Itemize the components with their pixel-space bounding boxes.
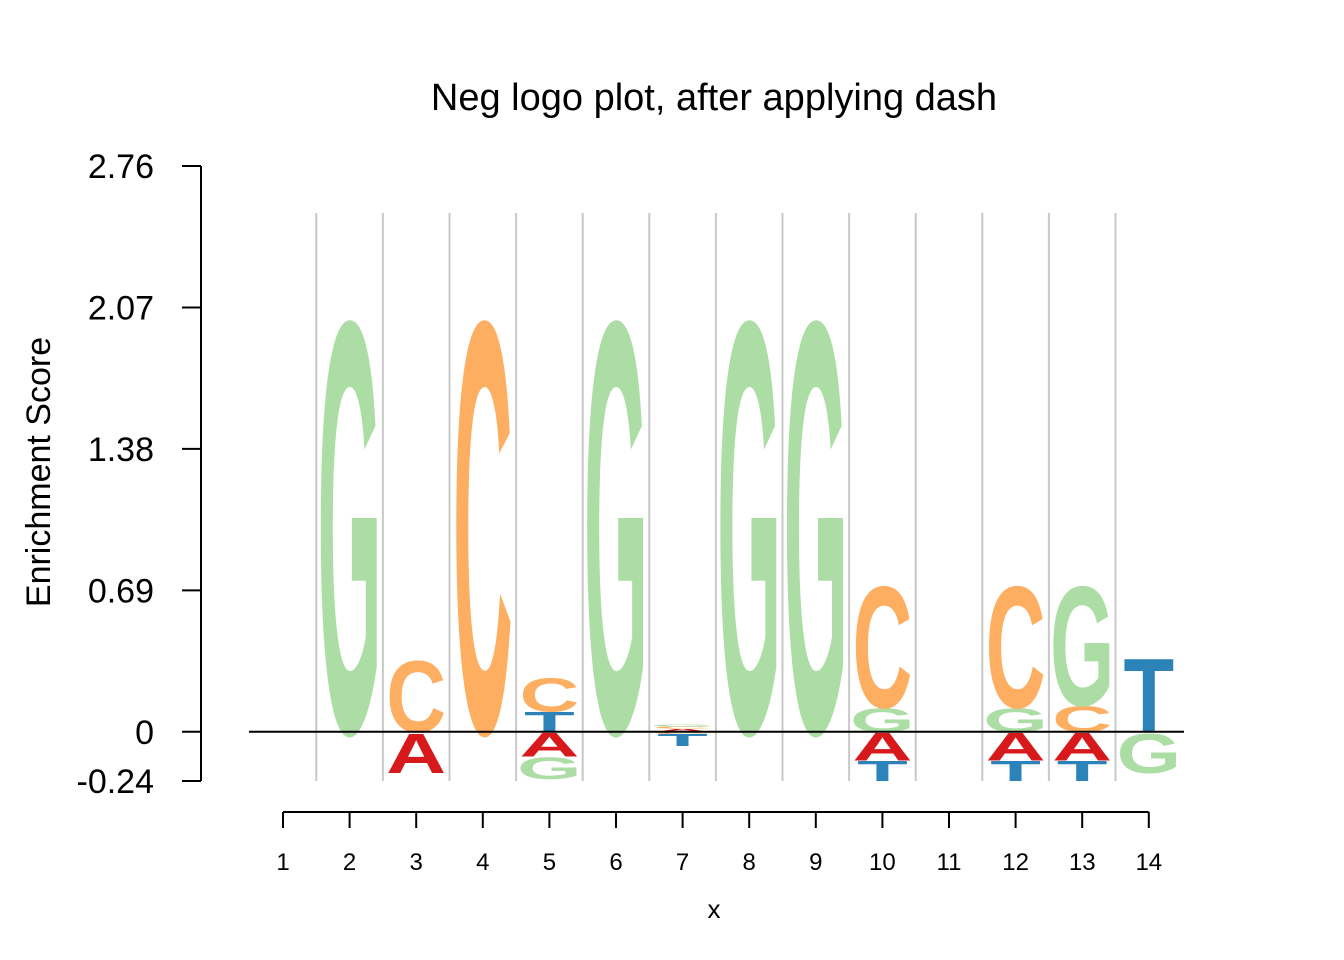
svg-text:A: A [653, 728, 713, 733]
logo-letter-T: T [990, 756, 1041, 788]
logo-letter-C: C [986, 550, 1046, 744]
y-axis-label: Enrichment Score [20, 337, 58, 607]
svg-text:G: G [1050, 551, 1114, 742]
x-axis: 1 2 3 4 5 6 7 8 9 10 11 12 13 14 [276, 811, 1162, 876]
logo-letter-G: G [584, 200, 648, 858]
logo-letter-A: A [386, 722, 446, 785]
x-tick-label: 14 [1135, 849, 1162, 876]
svg-text:G: G [584, 200, 648, 858]
y-tick-label: 0 [135, 714, 154, 752]
x-tick-label: 10 [869, 849, 896, 876]
logo-letter-G: G [650, 724, 714, 727]
svg-text:C: C [519, 668, 579, 722]
x-tick-label: 6 [609, 849, 622, 876]
x-tick-label: 2 [343, 849, 356, 876]
svg-text:C: C [453, 200, 513, 858]
logo-letter-G: G [1050, 551, 1114, 742]
chart-title: Neg logo plot, after applying dash [431, 77, 997, 119]
logo-letter-C: C [653, 726, 713, 729]
logo-letter-C: C [653, 731, 713, 734]
logo-letter-G: G [784, 200, 848, 858]
x-tick-label: 8 [743, 849, 756, 876]
logo-letter-T: T [1123, 637, 1174, 755]
logo-letter-C: C [386, 639, 446, 753]
svg-text:C: C [852, 550, 912, 744]
svg-text:T: T [657, 731, 708, 750]
logo-letter-G: G [517, 751, 581, 786]
y-tick-label: 1.38 [88, 431, 154, 469]
svg-text:G: G [850, 702, 914, 740]
x-tick-label: 1 [276, 849, 289, 876]
svg-text:C: C [653, 726, 713, 729]
logo-letter-C: C [1052, 698, 1112, 740]
y-tick-label: 2.76 [88, 148, 154, 186]
svg-text:A: A [386, 722, 446, 785]
x-tick-label: 5 [543, 849, 556, 876]
logo-letter-G: G [850, 702, 914, 740]
logo-letter-G: G [983, 702, 1047, 740]
svg-text:G: G [1117, 722, 1181, 785]
svg-text:T: T [1057, 756, 1108, 788]
svg-text:G: G [317, 200, 381, 858]
separator-lines [315, 213, 1117, 781]
logo-letter-T: T [524, 707, 575, 739]
logo-letter-G: G [1117, 722, 1181, 785]
logo-letter-G: G [317, 200, 381, 858]
x-axis-label: x [708, 894, 721, 924]
svg-text:G: G [650, 724, 714, 727]
x-tick-label: 11 [937, 849, 962, 876]
svg-text:C: C [986, 550, 1046, 744]
svg-text:C: C [653, 731, 713, 734]
x-tick-label: 3 [410, 849, 423, 876]
logo-letter-G: G [717, 200, 781, 858]
y-tick-label: -0.24 [77, 763, 155, 801]
y-tick-label: 0.69 [88, 572, 154, 610]
svg-text:C: C [1052, 698, 1112, 740]
svg-text:G: G [717, 200, 781, 858]
svg-text:C: C [386, 639, 446, 753]
logo-letter-C: C [852, 550, 912, 744]
svg-text:T: T [1123, 637, 1174, 755]
svg-text:T: T [857, 756, 908, 788]
logo-letter-A: A [653, 728, 713, 733]
logo-letter-T: T [857, 756, 908, 788]
x-tick-label: 4 [476, 849, 489, 876]
svg-text:G: G [517, 751, 581, 786]
svg-text:G: G [784, 200, 848, 858]
x-tick-label: 9 [809, 849, 822, 876]
x-tick-label: 7 [676, 849, 689, 876]
logo-letter-C: C [453, 200, 513, 858]
svg-text:G: G [983, 702, 1047, 740]
y-axis: 2.76 2.07 1.38 0.69 0 -0.24 [77, 148, 202, 801]
y-tick-label: 2.07 [88, 289, 154, 327]
logo-letter-T: T [1057, 756, 1108, 788]
svg-text:T: T [524, 707, 575, 739]
x-tick-label: 13 [1069, 849, 1096, 876]
logo-letter-T: T [657, 731, 708, 750]
x-tick-label: 12 [1002, 849, 1029, 876]
logo-letter-C: C [519, 668, 579, 722]
svg-text:T: T [990, 756, 1041, 788]
